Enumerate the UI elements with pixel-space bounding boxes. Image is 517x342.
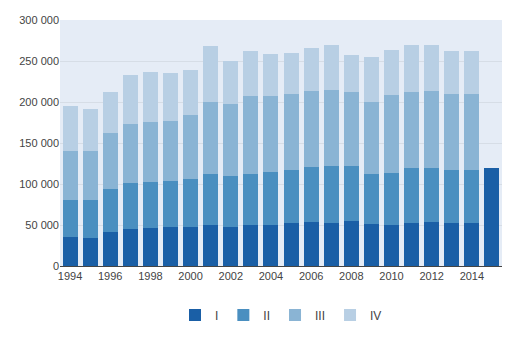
svg-text:2006: 2006 <box>299 270 323 282</box>
svg-text:2014: 2014 <box>460 270 484 282</box>
svg-text:2002: 2002 <box>219 270 243 282</box>
svg-text:1994: 1994 <box>58 270 82 282</box>
svg-text:IV: IV <box>370 309 381 323</box>
svg-text:300 000: 300 000 <box>19 14 59 26</box>
svg-text:200 000: 200 000 <box>19 96 59 108</box>
svg-text:2010: 2010 <box>379 270 403 282</box>
svg-text:III: III <box>315 309 325 323</box>
svg-text:2000: 2000 <box>178 270 202 282</box>
svg-text:2008: 2008 <box>339 270 363 282</box>
svg-text:II: II <box>263 309 270 323</box>
svg-text:100 000: 100 000 <box>19 178 59 190</box>
svg-text:250 000: 250 000 <box>19 55 59 67</box>
svg-text:0: 0 <box>53 260 59 272</box>
svg-text:2004: 2004 <box>259 270 283 282</box>
svg-text:1998: 1998 <box>138 270 162 282</box>
svg-text:150 000: 150 000 <box>19 137 59 149</box>
svg-text:1996: 1996 <box>98 270 122 282</box>
svg-text:2012: 2012 <box>419 270 443 282</box>
svg-text:50 000: 50 000 <box>25 219 59 231</box>
svg-text:I: I <box>215 309 218 323</box>
